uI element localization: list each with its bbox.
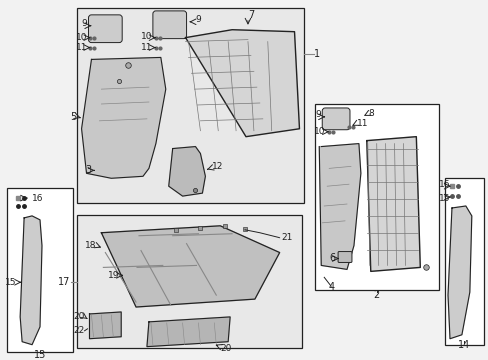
Bar	[77, 215, 302, 348]
FancyBboxPatch shape	[322, 108, 349, 130]
Text: 5: 5	[70, 112, 77, 122]
Text: 18: 18	[85, 241, 96, 250]
Bar	[444, 178, 483, 345]
Text: 22: 22	[73, 326, 84, 335]
Polygon shape	[185, 30, 299, 137]
Polygon shape	[147, 317, 230, 347]
Bar	[7, 188, 73, 352]
Text: 13: 13	[34, 350, 46, 360]
Text: 10: 10	[76, 33, 87, 42]
Polygon shape	[319, 144, 360, 269]
Polygon shape	[20, 216, 42, 345]
Text: 11: 11	[141, 43, 153, 52]
Text: 20: 20	[220, 344, 231, 353]
FancyBboxPatch shape	[153, 11, 186, 39]
Polygon shape	[366, 137, 419, 271]
Bar	[315, 104, 438, 290]
Text: 9: 9	[315, 111, 321, 120]
Text: 9: 9	[81, 19, 87, 28]
Polygon shape	[168, 147, 205, 196]
Polygon shape	[101, 226, 279, 307]
Text: 10: 10	[313, 127, 325, 136]
Text: 1: 1	[314, 49, 320, 59]
Text: 17: 17	[58, 277, 71, 287]
Polygon shape	[89, 312, 121, 339]
Text: 2: 2	[373, 290, 379, 300]
Text: 4: 4	[327, 282, 333, 292]
Text: 11: 11	[356, 119, 367, 128]
Text: 15: 15	[438, 194, 449, 203]
Text: 19: 19	[107, 271, 119, 280]
Text: 16: 16	[32, 194, 43, 203]
Text: 6: 6	[328, 253, 334, 264]
Text: 3: 3	[85, 165, 91, 175]
Text: 8: 8	[368, 109, 374, 118]
Text: 21: 21	[281, 233, 292, 242]
Text: 20: 20	[73, 312, 84, 321]
Text: 12: 12	[212, 162, 223, 171]
FancyBboxPatch shape	[88, 15, 122, 42]
Text: 14: 14	[457, 339, 469, 350]
Text: 15: 15	[5, 278, 16, 287]
Polygon shape	[447, 206, 471, 339]
Text: 9: 9	[195, 15, 201, 24]
FancyBboxPatch shape	[337, 252, 351, 262]
Text: 11: 11	[76, 43, 87, 52]
Text: 10: 10	[141, 32, 153, 41]
Text: 16: 16	[438, 180, 449, 189]
Polygon shape	[81, 58, 165, 178]
Bar	[77, 8, 304, 203]
Text: 7: 7	[247, 10, 254, 20]
